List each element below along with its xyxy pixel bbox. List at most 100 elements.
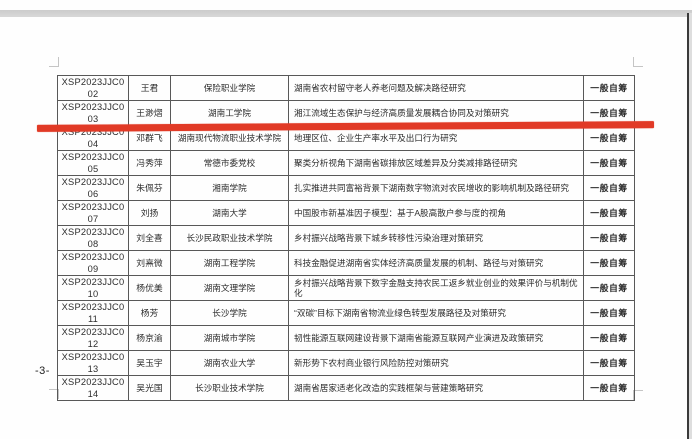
cell-institution: 湖南工程学院	[170, 250, 289, 276]
page-right-edge-shadow	[687, 13, 689, 439]
project-id-line1: XSP2023JJC0	[61, 277, 125, 287]
project-id-line1: XSP2023JJC0	[61, 202, 125, 212]
table-row: XSP2023JJC0 13 吴玉宇 湖南农业大学 新形势下农村商业银行风险防控…	[57, 350, 635, 376]
cell-project-title: “双碳”目标下湖南省物流业绿色转型发展路径及对策研究	[288, 300, 584, 326]
table-row: XSP2023JJC0 05 冯秀萍 常德市委党校 聚类分析视角下湖南省碳排放区…	[57, 150, 635, 176]
cell-institution: 长沙民政职业技术学院	[170, 225, 289, 251]
cell-project-id: XSP2023JJC0 06	[57, 175, 129, 201]
project-id-line2: 12	[87, 338, 99, 349]
cell-project-title: 韧性能源互联网建设背景下湖南省能源互联网产业演进及政策研究	[288, 325, 584, 351]
project-table-body: XSP2023JJC0 02 王君 保险职业学院 湖南省农村留守老人养老问题及解…	[57, 75, 635, 401]
cell-project-id: XSP2023JJC0 07	[57, 200, 129, 226]
cell-leader-name: 冯秀萍	[128, 150, 171, 176]
cell-funding-type: 一般自筹	[583, 325, 635, 351]
project-approval-table: XSP2023JJC0 02 王君 保险职业学院 湖南省农村留守老人养老问题及解…	[57, 75, 635, 401]
project-id-line2: 02	[87, 88, 99, 99]
cell-project-title: 湖南省居家适老化改造的实践框架与营建策略研究	[288, 375, 584, 401]
cell-leader-name: 刘扬	[128, 200, 171, 226]
cell-leader-name: 吴玉宇	[128, 350, 171, 376]
cell-institution: 湖南大学	[170, 200, 289, 226]
cell-institution: 湖南城市学院	[170, 325, 289, 351]
cell-project-title: 乡村振兴战略背景下数字金融支持农民工返乡就业创业的效果评价与机制优化	[288, 275, 584, 301]
cell-institution: 湘南学院	[170, 175, 289, 201]
page-right-edge-highlight	[689, 13, 692, 439]
cell-funding-type: 一般自筹	[583, 75, 635, 101]
margin-mark-top-left-icon	[49, 57, 59, 67]
cell-institution: 长沙职业技术学院	[170, 375, 289, 401]
cell-leader-name: 杨京渝	[128, 325, 171, 351]
project-id-line1: XSP2023JJC0	[61, 127, 125, 137]
page-number: -3-	[35, 365, 50, 377]
viewer-top-shadow-bar	[0, 10, 692, 17]
table-row: XSP2023JJC0 12 杨京渝 湖南城市学院 韧性能源互联网建设背景下湖南…	[57, 325, 635, 351]
cell-funding-type: 一般自筹	[583, 125, 635, 151]
project-id-line1: XSP2023JJC0	[61, 302, 125, 312]
cell-institution: 保险职业学院	[170, 75, 289, 101]
table-row: XSP2023JJC0 14 吴光国 长沙职业技术学院 湖南省居家适老化改造的实…	[57, 375, 635, 401]
cell-project-id: XSP2023JJC0 09	[57, 250, 129, 276]
project-id-line1: XSP2023JJC0	[61, 102, 125, 112]
project-id-line1: XSP2023JJC0	[61, 77, 125, 87]
cell-project-id: XSP2023JJC0 12	[57, 325, 129, 351]
cell-leader-name: 刘熹微	[128, 250, 171, 276]
project-id-line1: XSP2023JJC0	[61, 377, 125, 387]
project-id-line2: 08	[87, 238, 99, 249]
table-row: XSP2023JJC0 06 朱佩芬 湘南学院 扎实推进共同富裕背景下湖南数字物…	[57, 175, 635, 201]
cell-institution: 湖南工学院	[170, 100, 289, 126]
cell-project-title: 乡村振兴战略背景下城乡转移性污染治理对策研究	[288, 225, 584, 251]
table-row: XSP2023JJC0 07 刘扬 湖南大学 中国股市新基准因子模型：基于A股高…	[57, 200, 635, 226]
cell-funding-type: 一般自筹	[583, 175, 635, 201]
cell-project-title: 科技金融促进湖南省实体经济高质量发展的机制、路径与对策研究	[288, 250, 584, 276]
project-id-line2: 04	[87, 138, 99, 149]
cell-project-id: XSP2023JJC0 08	[57, 225, 129, 251]
cell-funding-type: 一般自筹	[583, 250, 635, 276]
cell-leader-name: 王渺熠	[128, 100, 171, 126]
cell-project-id: XSP2023JJC0 05	[57, 150, 129, 176]
cell-project-id: XSP2023JJC0 13	[57, 350, 129, 376]
cell-project-id: XSP2023JJC0 03	[57, 100, 129, 126]
table-row: XSP2023JJC0 09 刘熹微 湖南工程学院 科技金融促进湖南省实体经济高…	[57, 250, 635, 276]
cell-funding-type: 一般自筹	[583, 275, 635, 301]
table-row: XSP2023JJC0 10 杨优美 湖南文理学院 乡村振兴战略背景下数字金融支…	[57, 275, 635, 301]
project-id-line2: 10	[87, 288, 99, 299]
cell-project-id: XSP2023JJC0 14	[57, 375, 129, 401]
project-id-line2: 11	[87, 313, 99, 324]
cell-project-title: 湖南省农村留守老人养老问题及解决路径研究	[288, 75, 584, 101]
project-id-line1: XSP2023JJC0	[61, 252, 125, 262]
cell-leader-name: 王君	[128, 75, 171, 101]
project-id-line1: XSP2023JJC0	[61, 177, 125, 187]
cell-project-id: XSP2023JJC0 11	[57, 300, 129, 326]
project-id-line2: 06	[87, 188, 99, 199]
margin-mark-top-right-icon	[633, 57, 643, 67]
cell-project-title: 新形势下农村商业银行风险防控对策研究	[288, 350, 584, 376]
project-id-line2: 05	[87, 163, 99, 174]
project-id-line1: XSP2023JJC0	[61, 227, 125, 237]
cell-project-title: 扎实推进共同富裕背景下湖南数字物流对农民增收的影响机制及路径研究	[288, 175, 584, 201]
cell-project-title: 中国股市新基准因子模型：基于A股高散户参与度的视角	[288, 200, 584, 226]
table-row: XSP2023JJC0 11 杨芳 长沙学院 “双碳”目标下湖南省物流业绿色转型…	[57, 300, 635, 326]
project-id-line1: XSP2023JJC0	[61, 352, 125, 362]
project-id-line2: 03	[87, 113, 99, 124]
cell-leader-name: 吴光国	[128, 375, 171, 401]
cell-institution: 常德市委党校	[170, 150, 289, 176]
cell-funding-type: 一般自筹	[583, 350, 635, 376]
cell-project-id: XSP2023JJC0 02	[57, 75, 129, 101]
cell-leader-name: 刘全喜	[128, 225, 171, 251]
project-id-line1: XSP2023JJC0	[61, 327, 125, 337]
project-id-line2: 07	[87, 213, 99, 224]
table-row: XSP2023JJC0 08 刘全喜 长沙民政职业技术学院 乡村振兴战略背景下城…	[57, 225, 635, 251]
cell-leader-name: 杨优美	[128, 275, 171, 301]
cell-institution: 长沙学院	[170, 300, 289, 326]
project-id-line1: XSP2023JJC0	[61, 152, 125, 162]
cell-project-id: XSP2023JJC0 10	[57, 275, 129, 301]
cell-funding-type: 一般自筹	[583, 225, 635, 251]
cell-institution: 湖南农业大学	[170, 350, 289, 376]
table-row: XSP2023JJC0 02 王君 保险职业学院 湖南省农村留守老人养老问题及解…	[57, 75, 635, 101]
project-id-line2: 14	[87, 388, 99, 399]
cell-project-title: 聚类分析视角下湖南省碳排放区域差异及分类减排路径研究	[288, 150, 584, 176]
cell-funding-type: 一般自筹	[583, 150, 635, 176]
cell-leader-name: 杨芳	[128, 300, 171, 326]
cell-institution: 湖南文理学院	[170, 275, 289, 301]
project-id-line2: 09	[87, 263, 99, 274]
